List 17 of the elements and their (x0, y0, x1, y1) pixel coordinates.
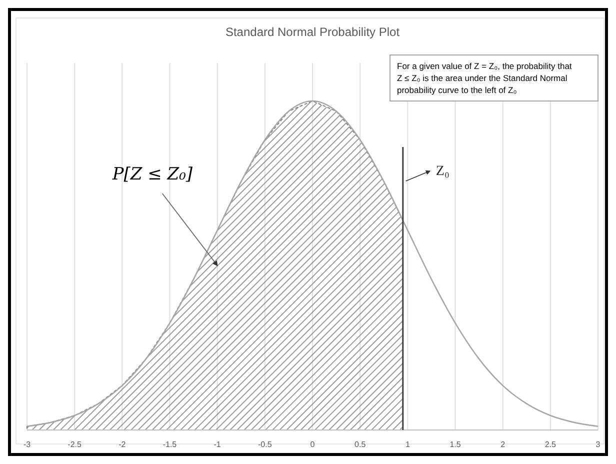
ref-line-label: Z₀ (436, 164, 450, 179)
x-tick-label: 2 (500, 440, 506, 449)
x-tick-label: -1.5 (162, 440, 178, 449)
annotation: P[Z ≤ Z₀] (111, 164, 193, 184)
x-tick-label: 0.5 (354, 440, 366, 449)
chart-title: Standard Normal Probability Plot (225, 25, 400, 39)
x-tick-label: -0.5 (258, 440, 272, 449)
x-tick-label: 2.5 (544, 440, 557, 449)
x-tick-label: -3 (23, 440, 32, 449)
x-tick-label: -1 (214, 440, 222, 449)
text: For a given value of Z = Z₀, the probability that Z ≤ Z₀ is the area under the Standard Normal probability curve to the left of Z₀ (397, 61, 572, 95)
x-tick-label: 3 (596, 440, 601, 449)
x-tick-label: -2 (118, 440, 126, 449)
x-tick-label: 0 (310, 440, 316, 449)
x-tick-label: -2.5 (68, 440, 82, 449)
x-tick-label: 1.5 (450, 440, 462, 449)
x-tick-label: 1 (405, 440, 410, 449)
